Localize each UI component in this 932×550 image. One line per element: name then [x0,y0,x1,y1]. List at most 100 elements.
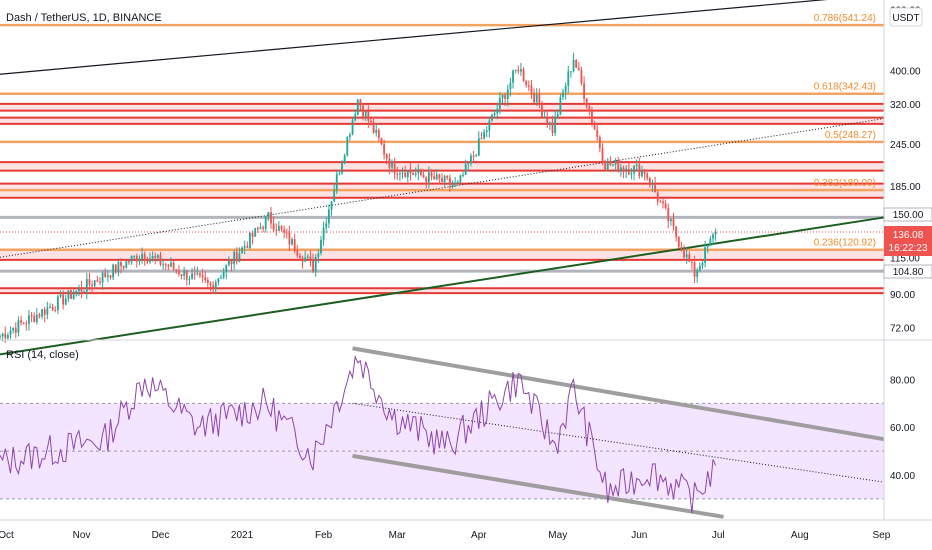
candle-body[interactable] [199,273,201,276]
candle-body[interactable] [351,120,354,135]
candle-body[interactable] [206,280,209,283]
candle-body[interactable] [127,261,130,263]
candle-body[interactable] [514,69,517,71]
candle-body[interactable] [91,284,94,287]
rsi-channel-upper[interactable] [352,346,885,442]
candle-body[interactable] [54,309,57,311]
candle-body[interactable] [130,256,133,263]
candle-body[interactable] [317,253,320,257]
candle-body[interactable] [209,282,212,286]
candle-body[interactable] [256,228,259,230]
candle-body[interactable] [343,155,346,163]
candle-body[interactable] [222,271,225,278]
candle-body[interactable] [9,330,12,335]
candle-body[interactable] [562,92,564,98]
candle-body[interactable] [320,240,322,254]
candle-body[interactable] [304,257,307,262]
candle-body[interactable] [306,256,309,258]
candle-body[interactable] [430,172,433,177]
candle-body[interactable] [185,270,188,280]
candle-body[interactable] [6,334,9,339]
currency-badge[interactable]: USDT [889,7,923,27]
candle-body[interactable] [51,307,54,310]
candle-body[interactable] [64,298,67,305]
candle-body[interactable] [648,178,651,186]
channel-upper-line[interactable] [0,0,884,75]
candle-body[interactable] [341,162,343,174]
candle-body[interactable] [122,266,125,268]
candle-body[interactable] [580,70,583,84]
candle-body[interactable] [496,108,499,114]
candle-body[interactable] [75,290,78,295]
candle-body[interactable] [483,132,486,139]
candle-body[interactable] [627,168,630,175]
candle-body[interactable] [275,229,278,231]
candle-body[interactable] [38,314,41,317]
candle-body[interactable] [262,227,265,229]
candle-body[interactable] [701,262,704,266]
candle-body[interactable] [401,172,404,174]
candle-body[interactable] [312,259,315,272]
candle-body[interactable] [12,328,15,331]
candle-body[interactable] [1,333,4,337]
candle-body[interactable] [509,82,512,90]
candle-body[interactable] [180,274,183,276]
candle-body[interactable] [114,264,117,273]
candle-body[interactable] [370,120,372,123]
candle-body[interactable] [422,174,425,178]
candle-body[interactable] [149,258,151,263]
candle-body[interactable] [151,255,154,259]
candle-body[interactable] [398,173,401,175]
candle-body[interactable] [622,167,625,171]
candle-body[interactable] [46,307,49,315]
candle-body[interactable] [475,155,478,157]
candle-body[interactable] [72,294,75,299]
candle-body[interactable] [138,258,141,262]
candle-body[interactable] [33,315,36,322]
candle-body[interactable] [630,173,633,175]
candle-body[interactable] [396,173,399,175]
candle-body[interactable] [28,315,30,324]
candle-body[interactable] [227,260,230,265]
candle-body[interactable] [101,272,104,283]
candle-body[interactable] [685,254,688,258]
candle-body[interactable] [646,173,649,179]
candle-body[interactable] [333,190,336,202]
candle-body[interactable] [322,227,325,241]
candle-body[interactable] [0,336,1,338]
candle-body[interactable] [459,175,462,183]
candle-body[interactable] [664,203,667,209]
candle-body[interactable] [120,262,122,267]
candle-body[interactable] [433,176,436,180]
candle-body[interactable] [491,114,493,121]
candle-body[interactable] [170,262,172,267]
candle-body[interactable] [714,232,717,235]
candle-body[interactable] [335,174,338,191]
candle-body[interactable] [177,270,180,275]
candle-body[interactable] [348,134,351,137]
candle-body[interactable] [196,273,199,275]
candle-body[interactable] [43,309,46,315]
candle-body[interactable] [488,120,491,131]
candle-body[interactable] [438,174,441,179]
candle-body[interactable] [501,94,504,98]
candle-body[interactable] [612,164,614,166]
candle-body[interactable] [88,279,91,285]
candle-body[interactable] [393,161,396,174]
candle-body[interactable] [527,85,530,87]
candle-body[interactable] [193,273,196,275]
candle-body[interactable] [277,226,280,231]
candle-body[interactable] [201,275,204,278]
candle-body[interactable] [641,169,643,177]
candle-body[interactable] [598,136,601,149]
candle-body[interactable] [635,164,638,166]
candle-body[interactable] [280,226,283,230]
candle-body[interactable] [296,250,299,256]
candle-body[interactable] [56,296,59,311]
candle-body[interactable] [688,254,691,262]
candle-body[interactable] [293,239,296,251]
candle-body[interactable] [14,328,17,333]
candle-body[interactable] [80,287,83,292]
candle-body[interactable] [117,262,120,273]
